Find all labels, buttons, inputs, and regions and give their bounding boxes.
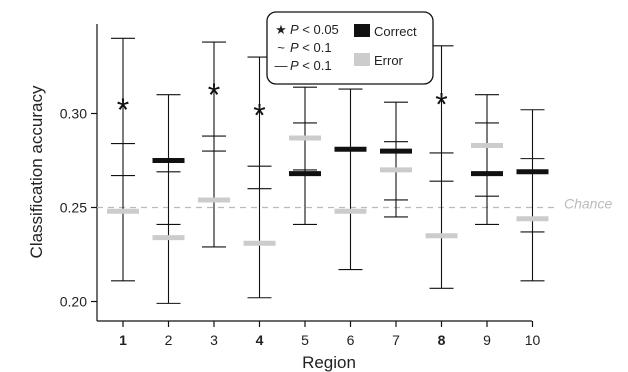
legend: ★ P < 0.05 ~ P < 0.1— P < 0.1 Correct Error [266, 11, 434, 85]
x-tick-label: 2 [165, 332, 173, 348]
significance-star: * [435, 86, 447, 122]
significance-star: * [117, 92, 129, 128]
x-tick-label: 6 [347, 332, 355, 348]
chance-line-group: Chance [97, 196, 612, 212]
error-bars [107, 37, 549, 304]
legend-symbol-2: ~ [277, 40, 285, 55]
x-tick-label: 5 [301, 332, 309, 348]
legend-label-1: P < 0.05 [290, 22, 339, 37]
legend-label-3: P < 0.1 [290, 58, 332, 73]
x-axis-title: Region [302, 353, 356, 372]
y-tick-label: 0.30 [60, 106, 87, 122]
x-tick-label: 1 [119, 332, 127, 348]
legend-symbol-3: — [275, 58, 288, 73]
legend-symbol-1: ★ [275, 22, 287, 37]
legend-series-items: Correct Error [354, 24, 417, 68]
significance-star: * [253, 98, 265, 134]
legend-series-label-error: Error [374, 53, 404, 68]
legend-box [266, 11, 434, 85]
significance-markers: * * * * [117, 77, 448, 134]
x-tick-label: 9 [483, 332, 491, 348]
significance-star: * [208, 77, 220, 113]
chance-label: Chance [564, 196, 612, 212]
x-tick-label: 7 [392, 332, 400, 348]
y-axis-title: Classification accuracy [27, 85, 46, 258]
legend-swatch-correct [354, 24, 370, 37]
x-tick-label: 3 [210, 332, 218, 348]
x-tick-label: 10 [525, 332, 541, 348]
legend-swatch-error [354, 53, 370, 66]
y-tick-label: 0.25 [60, 200, 87, 216]
legend-label-2: P < 0.1 [290, 40, 332, 55]
legend-series-label-correct: Correct [374, 24, 417, 39]
legend-significance-items: ★ P < 0.05 ~ P < 0.1— P < 0.1 [275, 22, 339, 73]
x-tick-label: 4 [256, 332, 264, 348]
axes: 0.20 0.25 0.30 1 2 3 4 5 6 7 8 9 10 [60, 24, 541, 348]
y-tick-label: 0.20 [60, 294, 87, 310]
x-tick-label: 8 [438, 332, 446, 348]
